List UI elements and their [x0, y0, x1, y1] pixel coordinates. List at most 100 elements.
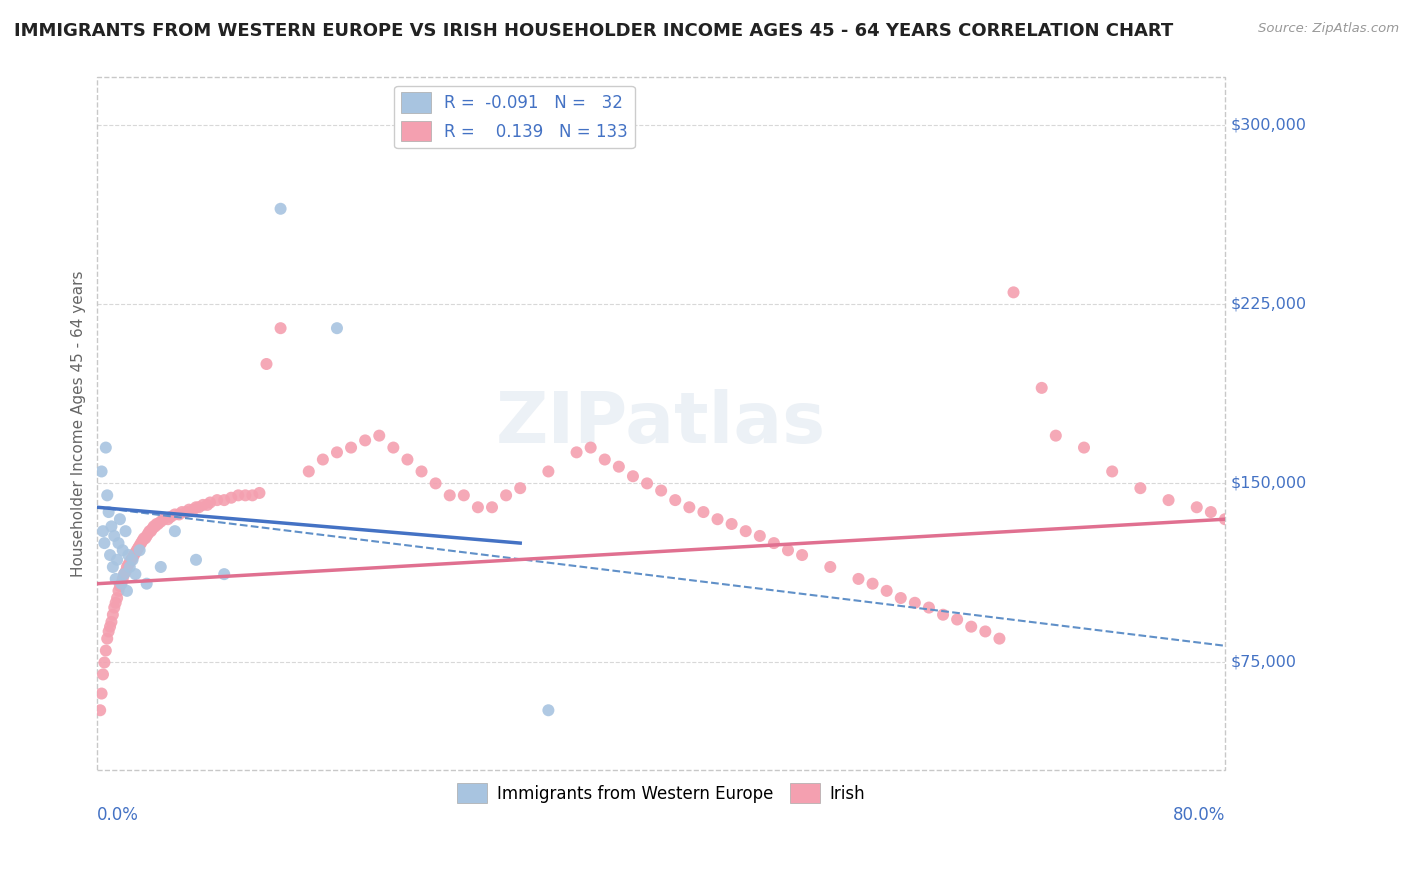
Point — [1031, 381, 1053, 395]
Point — [117, 558, 139, 572]
Point — [111, 572, 134, 586]
Text: IMMIGRANTS FROM WESTERN EUROPE VS IRISH HOUSEHOLDER INCOME AGES 45 - 64 YEARS CO: IMMIGRANTS FROM WESTERN EUROPE VS IRISH … — [14, 22, 1174, 40]
Point — [98, 548, 121, 562]
Point — [565, 445, 588, 459]
Point — [156, 512, 179, 526]
Point — [97, 505, 120, 519]
Text: 80.0%: 80.0% — [1173, 805, 1225, 824]
Point — [114, 565, 136, 579]
Point — [128, 543, 150, 558]
Point — [90, 465, 112, 479]
Point — [242, 488, 264, 502]
Point — [579, 441, 602, 455]
Point — [326, 321, 349, 335]
Point — [159, 509, 181, 524]
Point — [706, 512, 728, 526]
Text: 0.0%: 0.0% — [97, 805, 139, 824]
Point — [593, 452, 616, 467]
Point — [136, 526, 159, 541]
Point — [904, 596, 927, 610]
Point — [118, 560, 141, 574]
Point — [181, 502, 204, 516]
Text: Source: ZipAtlas.com: Source: ZipAtlas.com — [1258, 22, 1399, 36]
Point — [149, 560, 172, 574]
Point — [298, 465, 321, 479]
Point — [537, 703, 560, 717]
Point — [537, 465, 560, 479]
Point — [117, 548, 139, 562]
Point — [1199, 505, 1222, 519]
Point — [212, 493, 235, 508]
Point — [128, 539, 150, 553]
Point — [184, 553, 207, 567]
Point — [121, 553, 143, 567]
Point — [820, 560, 842, 574]
Point — [191, 498, 214, 512]
Point — [1213, 512, 1236, 526]
Point — [96, 488, 118, 502]
Point — [146, 516, 169, 531]
Point — [270, 321, 292, 335]
Point — [101, 607, 124, 622]
Point — [104, 572, 127, 586]
Point — [974, 624, 997, 639]
Point — [145, 516, 167, 531]
Point — [105, 591, 128, 605]
Point — [94, 643, 117, 657]
Point — [249, 486, 271, 500]
Point — [163, 508, 186, 522]
Point — [122, 548, 145, 562]
Point — [131, 533, 153, 548]
Point — [104, 596, 127, 610]
Point — [453, 488, 475, 502]
Text: $225,000: $225,000 — [1230, 297, 1306, 312]
Legend: Immigrants from Western Europe, Irish: Immigrants from Western Europe, Irish — [450, 776, 872, 810]
Point — [143, 519, 166, 533]
Point — [439, 488, 461, 502]
Point — [135, 529, 157, 543]
Point — [120, 553, 142, 567]
Point — [226, 488, 249, 502]
Point — [396, 452, 419, 467]
Point — [115, 560, 138, 574]
Point — [134, 531, 156, 545]
Point — [96, 632, 118, 646]
Point — [720, 516, 742, 531]
Point — [170, 505, 193, 519]
Point — [142, 519, 165, 533]
Point — [184, 500, 207, 515]
Point — [114, 524, 136, 538]
Point — [115, 583, 138, 598]
Point — [100, 615, 122, 629]
Point — [256, 357, 278, 371]
Point — [112, 567, 135, 582]
Point — [270, 202, 292, 216]
Point — [1185, 500, 1208, 515]
Point — [129, 536, 152, 550]
Point — [101, 560, 124, 574]
Point — [607, 459, 630, 474]
Point — [664, 493, 686, 508]
Point — [918, 600, 941, 615]
Point — [235, 488, 257, 502]
Point — [127, 541, 149, 555]
Point — [105, 553, 128, 567]
Point — [110, 576, 132, 591]
Point — [91, 667, 114, 681]
Point — [108, 512, 131, 526]
Point — [107, 536, 129, 550]
Point — [103, 529, 125, 543]
Point — [149, 515, 172, 529]
Point — [988, 632, 1011, 646]
Point — [636, 476, 658, 491]
Point — [1073, 441, 1095, 455]
Point — [212, 567, 235, 582]
Point — [132, 531, 155, 545]
Point — [960, 620, 983, 634]
Point — [219, 491, 242, 505]
Point — [163, 524, 186, 538]
Point — [848, 572, 870, 586]
Point — [790, 548, 813, 562]
Point — [326, 445, 349, 459]
Point — [125, 543, 148, 558]
